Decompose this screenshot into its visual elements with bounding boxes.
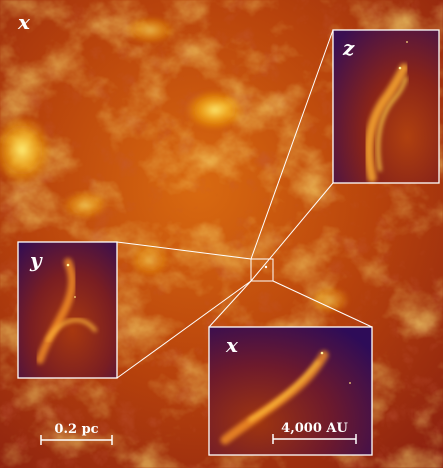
inset-z-frame: [332, 29, 440, 184]
inset-z-protostar-2: [406, 41, 408, 43]
inset-x-frame: [208, 326, 373, 456]
dense-region-left: [0, 114, 52, 186]
main-scale-bar-label: 0.2 pc: [54, 422, 98, 437]
zoom-scale-bar-label: 4,000 AU: [281, 421, 348, 436]
inset-z: z: [332, 29, 440, 184]
connector-to-y-bottom: [116, 280, 252, 379]
inset-y-protostar-1: [66, 263, 70, 267]
inset-y-protostar-2: [74, 296, 76, 298]
dense-region-middle: [61, 191, 109, 219]
inset-y: y: [17, 241, 118, 379]
inset-z-background: [333, 30, 439, 183]
connector-to-x-left: [208, 280, 252, 328]
zoom-scale-bar: [272, 434, 357, 444]
main-scale-bar: [40, 435, 113, 445]
inset-x-protostar-1: [320, 351, 324, 355]
inset-x: x 4,000 AU: [208, 326, 373, 456]
connector-to-z-bottom: [250, 182, 334, 282]
connector-to-x-right: [272, 280, 373, 328]
dense-region-lower-right: [310, 286, 350, 314]
inset-y-frame: [17, 241, 118, 379]
inset-y-projection-label: y: [29, 248, 43, 272]
protostar-marker: [264, 265, 268, 269]
inset-x-protostar-2: [349, 382, 351, 384]
inset-z-filament: [364, 63, 409, 183]
dense-region-top: [124, 16, 176, 44]
zoom-connector-lines: [116, 29, 373, 379]
inset-z-protostar-1: [398, 66, 402, 70]
inset-z-projection-label: z: [342, 36, 355, 60]
inset-z-filament-core: [376, 76, 408, 172]
dense-region-lower-left: [130, 242, 170, 278]
inset-x-filament-core: [248, 360, 320, 422]
zoom-region-box: [250, 258, 274, 282]
dense-region-top-center: [185, 90, 245, 130]
connector-to-z-top: [250, 29, 334, 260]
inset-x-projection-label: x: [225, 333, 239, 357]
inset-y-filament-core: [46, 318, 97, 342]
main-projection-label: x: [17, 10, 31, 34]
connector-to-y-top: [116, 241, 252, 260]
dense-gas-regions: [0, 16, 350, 314]
